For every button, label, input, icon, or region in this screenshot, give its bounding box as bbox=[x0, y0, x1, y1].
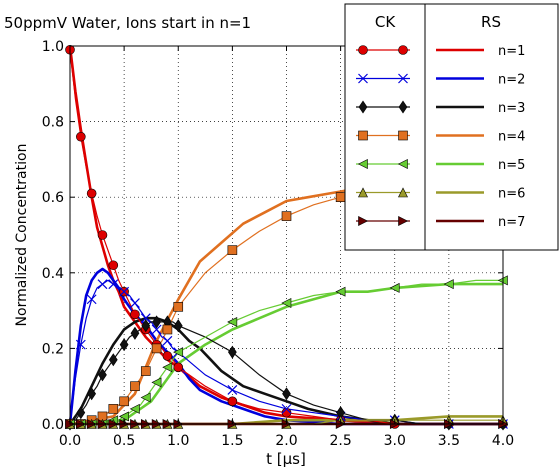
legend-label-n2: n=2 bbox=[498, 73, 525, 88]
legend-ck-marker-n2 bbox=[398, 73, 408, 84]
ck-marker-n5 bbox=[389, 282, 400, 293]
ck-marker-n5 bbox=[118, 411, 129, 422]
ck-marker-n3 bbox=[173, 319, 183, 333]
ck-marker-n2 bbox=[108, 279, 119, 290]
ck-marker-n2 bbox=[86, 294, 97, 305]
y-axis-label: Normalized Concentration bbox=[14, 144, 30, 327]
ck-marker-n1 bbox=[173, 362, 184, 373]
legend-rs-header: RS bbox=[481, 13, 501, 31]
ck-marker-n1 bbox=[130, 309, 140, 320]
y-tick-label: 0.6 bbox=[42, 190, 64, 206]
legend-label-n7: n=7 bbox=[498, 215, 525, 230]
ck-marker-n1 bbox=[108, 260, 119, 271]
ck-marker-n1 bbox=[97, 230, 108, 240]
ck-marker-n3 bbox=[87, 387, 97, 401]
ck-marker-n5 bbox=[129, 403, 140, 414]
x-tick-label: 2.5 bbox=[329, 433, 351, 449]
ck-marker-n2 bbox=[119, 286, 130, 297]
x-tick-label: 0.0 bbox=[59, 433, 81, 449]
legend-ck-marker-n6 bbox=[398, 187, 408, 198]
x-tick-label: 3.5 bbox=[438, 433, 460, 449]
ck-marker-n2 bbox=[281, 403, 292, 414]
ck-marker-n4 bbox=[173, 302, 184, 312]
x-axis-label: t [μs] bbox=[266, 450, 306, 468]
legend-label-n1: n=1 bbox=[498, 44, 525, 59]
legend-ck-marker-n7 bbox=[358, 216, 369, 226]
legend-ck-marker-n1 bbox=[398, 45, 408, 55]
ck-marker-n3 bbox=[98, 368, 107, 382]
ck-marker-n3 bbox=[282, 387, 291, 401]
legend-label-n3: n=3 bbox=[498, 101, 525, 116]
ck-marker-n1 bbox=[227, 396, 238, 407]
axis-ticks: 0.0 0.5 1.0 1.5 2.0 2.5 3.0 3.5 4.0 0.0 0.2 0.4 0.6 0… bbox=[42, 39, 514, 449]
ck-marker-n4 bbox=[162, 324, 173, 335]
ck-marker-n2 bbox=[151, 324, 162, 335]
ck-marker-n4 bbox=[227, 245, 238, 255]
x-tick-label: 3.0 bbox=[384, 433, 406, 449]
ck-marker-n3 bbox=[228, 345, 237, 359]
x-tick-label: 1.5 bbox=[221, 433, 243, 449]
legend-label-n4: n=4 bbox=[498, 130, 525, 145]
legend-label-n6: n=6 bbox=[498, 187, 525, 202]
ck-marker-n3 bbox=[119, 338, 129, 352]
y-tick-label: 0.8 bbox=[42, 115, 64, 131]
ck-marker-n4 bbox=[140, 366, 151, 376]
ck-marker-n5 bbox=[335, 286, 346, 297]
legend-ck-marker-n1 bbox=[358, 45, 368, 55]
legend-ck-marker-n2 bbox=[358, 73, 368, 84]
ck-marker-n4 bbox=[119, 396, 129, 407]
ck-marker-n5 bbox=[140, 392, 151, 403]
ck-marker-n1 bbox=[162, 351, 173, 361]
y-tick-label: 0.2 bbox=[42, 341, 64, 357]
ck-marker-n2 bbox=[227, 385, 238, 395]
ck-marker-n4 bbox=[151, 343, 162, 354]
legend-ck-marker-n5 bbox=[397, 159, 408, 169]
legend: CK RS n=1 n=2 n=3 n=4 n=5 n=6 n=7 bbox=[344, 3, 559, 251]
legend-rows: n=1 n=2 n=3 n=4 n=5 n=6 n=7 bbox=[356, 44, 525, 230]
x-tick-label: 2.0 bbox=[275, 433, 297, 449]
ck-marker-n5 bbox=[227, 316, 238, 327]
legend-ck-marker-n7 bbox=[398, 216, 409, 226]
ck-marker-n4 bbox=[108, 404, 119, 414]
ck-marker-n5 bbox=[162, 362, 173, 373]
x-tick-label: 4.0 bbox=[492, 433, 514, 449]
x-tick-label: 1.0 bbox=[167, 433, 189, 449]
legend-label-n5: n=5 bbox=[498, 158, 525, 173]
ck-marker-n2 bbox=[75, 339, 86, 350]
legend-ck-marker-n3 bbox=[358, 100, 368, 114]
legend-ck-marker-n5 bbox=[357, 159, 368, 169]
ck-marker-n3 bbox=[76, 406, 86, 420]
legend-ck-marker-n4 bbox=[398, 130, 408, 141]
y-tick-label: 0.0 bbox=[42, 417, 64, 433]
ck-marker-n4 bbox=[281, 211, 292, 221]
ck-marker-n1 bbox=[76, 131, 86, 142]
ck-marker-n3 bbox=[152, 315, 161, 329]
ck-marker-n3 bbox=[141, 319, 151, 333]
legend-ck-marker-n3 bbox=[398, 100, 408, 114]
ck-marker-n4 bbox=[130, 381, 140, 392]
ck-marker-n5 bbox=[173, 347, 184, 358]
ck-marker-n2 bbox=[97, 279, 108, 290]
legend-box bbox=[344, 3, 559, 251]
x-tick-label: 0.5 bbox=[113, 433, 135, 449]
ck-marker-n1 bbox=[86, 188, 97, 199]
legend-ck-header: CK bbox=[375, 13, 396, 31]
y-tick-label: 1.0 bbox=[42, 39, 64, 55]
ck-marker-n2 bbox=[140, 313, 151, 324]
chart-title: 50ppmV Water, Ions start in n=1 bbox=[4, 14, 251, 32]
ck-marker-n5 bbox=[151, 377, 162, 388]
ck-marker-n2 bbox=[130, 298, 140, 308]
y-tick-label: 0.4 bbox=[42, 266, 64, 282]
ck-marker-n4 bbox=[335, 192, 346, 202]
ck-marker-n2 bbox=[162, 335, 173, 346]
ck-marker-n5 bbox=[443, 279, 454, 290]
ck-marker-n3 bbox=[108, 353, 118, 367]
ck-marker-n3 bbox=[130, 326, 140, 340]
legend-ck-marker-n4 bbox=[358, 130, 368, 141]
legend-ck-marker-n6 bbox=[358, 187, 368, 198]
ck-marker-n5 bbox=[281, 298, 292, 309]
